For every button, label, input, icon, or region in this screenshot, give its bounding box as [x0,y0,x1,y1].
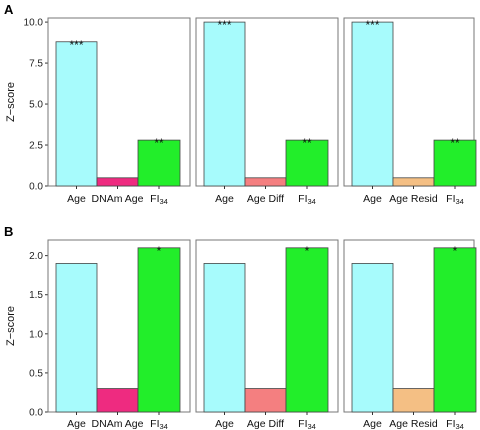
bar-group: Age *** Age Resid FI34 ** [343,17,477,206]
y-tick-label: 5.0 [29,100,43,111]
significance-label: ** [302,136,312,150]
bar [433,139,477,187]
bar [433,247,477,413]
significance-label: * [305,244,310,258]
bar [392,388,435,413]
y-tick-label: 0.0 [29,408,43,419]
x-tick-label: Age [363,193,382,205]
y-tick-label: 10.0 [24,18,44,29]
bar-group: Age *** Age Diff FI34 ** [195,17,339,206]
bar [55,41,98,187]
bar [351,21,394,187]
bar [244,388,287,413]
y-axis-label: Z−score [5,306,17,346]
y-axis-label: Z−score [5,82,17,122]
x-tick-label: FI34 [298,193,316,206]
x-tick-label: FI34 [150,193,168,206]
bar-group: Age Age Diff FI34 * [195,239,339,430]
x-tick-label: Age Diff [247,193,284,205]
bar [96,177,139,187]
y-tick-label: 2.0 [29,251,43,262]
y-tick-label: 2.5 [29,141,43,152]
significance-label: ** [450,136,460,150]
y-tick-label: 0.5 [29,368,43,379]
significance-label: * [157,244,162,258]
panel-a: A Z−score 0.0 2.5 5.0 7.5 10.0 Age *** DNAm Age FI… [4,2,477,206]
x-tick-label: DNAm Age [92,418,144,430]
significance-label: *** [217,18,231,32]
bar [244,177,287,187]
x-tick-label: FI34 [446,418,464,430]
x-tick-label: FI34 [446,193,464,206]
x-tick-label: Age Resid [389,193,438,205]
y-tick-label: 7.5 [29,59,43,70]
x-tick-label: Age [215,418,234,430]
significance-label: * [453,244,458,258]
x-tick-label: Age Resid [389,418,438,430]
bar-group: Age DNAm Age FI34 * [47,239,191,430]
x-tick-label: Age Diff [247,418,284,430]
bar-group: Age Age Resid FI34 * [343,239,477,430]
bar [55,263,98,413]
bar [203,21,246,187]
y-tick-label: 0.0 [29,182,43,193]
y-tick-label: 1.5 [29,290,43,301]
x-tick-label: Age [363,418,382,430]
bar [137,247,181,413]
bar [285,247,329,413]
x-tick-label: FI34 [298,418,316,430]
x-tick-label: FI34 [150,418,168,430]
significance-label: *** [69,38,83,52]
bar [203,263,246,413]
bar [96,388,139,413]
significance-label: *** [365,18,379,32]
bar [351,263,394,413]
bar [285,139,329,187]
x-tick-label: Age [67,193,86,205]
y-tick-label: 1.0 [29,329,43,340]
panel-letter: A [4,2,14,17]
significance-label: ** [154,136,164,150]
bar-group: Age *** DNAm Age FI34 ** [47,17,191,206]
x-tick-label: Age [215,193,234,205]
x-tick-label: DNAm Age [92,193,144,205]
bar [392,177,435,187]
x-tick-label: Age [67,418,86,430]
panel-letter: B [4,224,13,239]
